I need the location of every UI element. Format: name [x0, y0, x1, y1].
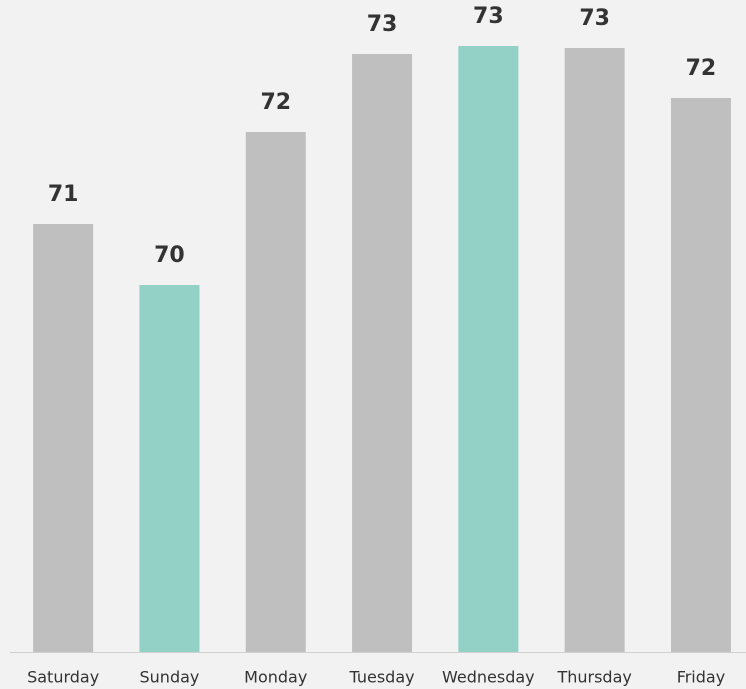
bar	[352, 54, 413, 652]
bar	[33, 224, 94, 652]
x-tick-label: Wednesday	[442, 668, 535, 687]
x-tick-label: Friday	[677, 668, 726, 687]
x-tick-label: Tuesday	[349, 668, 415, 687]
bar	[670, 98, 731, 652]
value-label: 73	[579, 6, 610, 31]
value-label: 73	[473, 4, 504, 29]
value-label: 73	[367, 12, 398, 37]
bar	[139, 285, 200, 652]
value-label: 71	[48, 182, 79, 207]
x-tick-label: Thursday	[556, 668, 631, 687]
x-tick-label: Saturday	[27, 668, 99, 687]
x-tick-label: Sunday	[140, 668, 200, 687]
value-label: 70	[154, 243, 185, 268]
value-label: 72	[260, 90, 291, 115]
bar	[458, 46, 519, 652]
bar	[564, 48, 625, 652]
bar	[245, 132, 306, 652]
x-tick-label: Monday	[244, 668, 307, 687]
value-label: 72	[686, 56, 717, 81]
